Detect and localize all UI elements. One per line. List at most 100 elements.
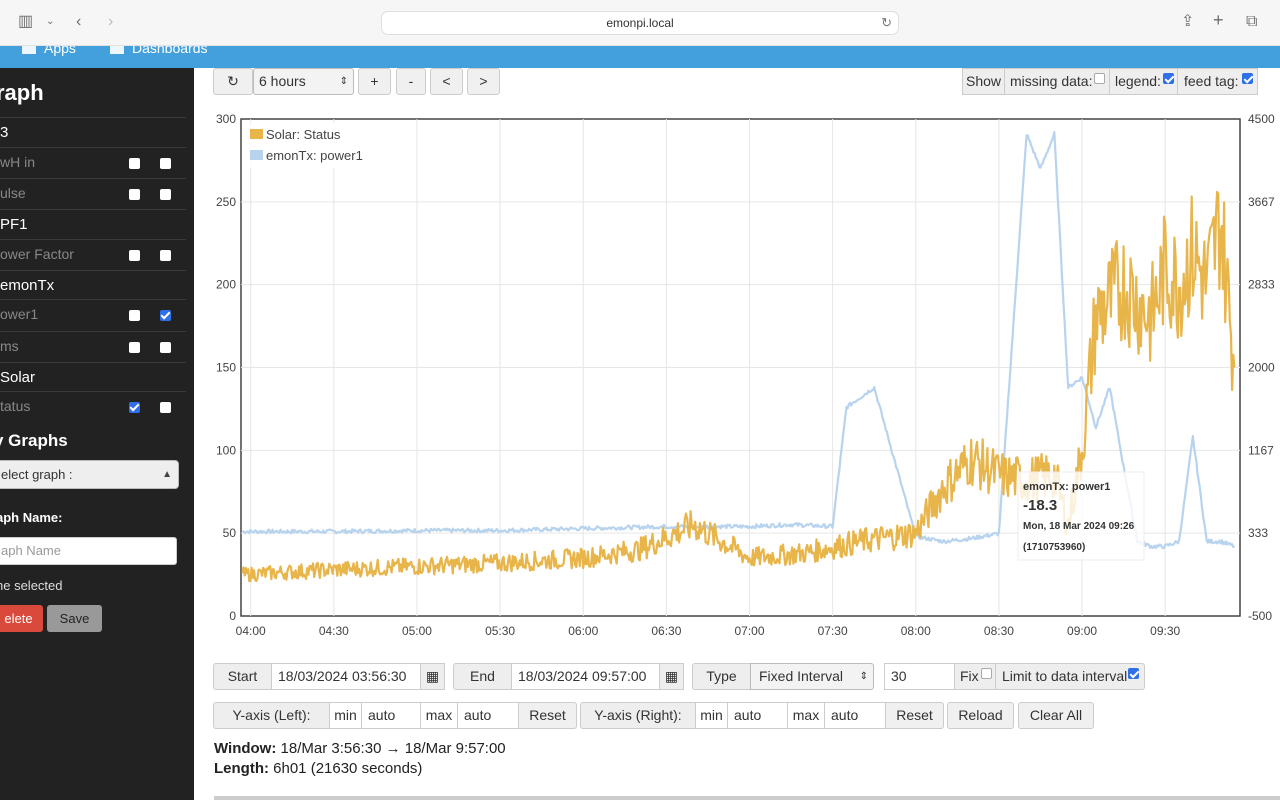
legend-checkbox[interactable] [1163, 73, 1174, 84]
left-axis-checkbox[interactable] [129, 310, 140, 321]
dashboards-icon [110, 46, 124, 54]
type-select[interactable]: Fixed Interval ⇕ [750, 663, 874, 690]
legend-swatch-solar [250, 129, 263, 139]
right-min-input[interactable]: auto [727, 702, 788, 729]
series-line-emontx-power1 [242, 131, 1235, 550]
missing-data-label: missing data: [1010, 73, 1093, 89]
share-icon[interactable]: ⇪ [1181, 13, 1195, 30]
limit-interval-toggle[interactable]: Limit to data interval [995, 663, 1145, 690]
y-left-tick-label: 0 [229, 609, 236, 623]
left-axis-checkbox[interactable] [129, 158, 140, 169]
feed-name: ulse [0, 185, 26, 201]
fix-label: Fix [960, 668, 979, 684]
pan-left-button[interactable]: < [430, 68, 463, 95]
right-axis-checkbox[interactable] [160, 158, 171, 169]
url-text: emonpi.local [606, 16, 674, 30]
x-tick-label: 04:30 [319, 624, 349, 638]
delete-button[interactable]: elete [0, 605, 43, 632]
left-axis-checkbox[interactable] [129, 402, 140, 413]
limit-interval-label: Limit to data interval [1002, 668, 1128, 684]
fix-toggle[interactable]: Fix [954, 663, 996, 690]
window-info: Window: 18/Mar 3:56:30 → 18/Mar 9:57:00 [214, 740, 506, 757]
end-calendar-button[interactable]: ▦ [659, 663, 684, 690]
y-right-tick-label: 2833 [1248, 278, 1275, 292]
missing-data-toggle[interactable]: missing data: [1004, 68, 1110, 95]
y-left-tick-label: 300 [216, 112, 236, 126]
interval-input[interactable]: 30 [884, 663, 955, 690]
right-max-label: max [787, 702, 825, 729]
sidebar: raph 3 wH in ulse PF1 ower Factor emonTx… [0, 68, 194, 800]
y-right-tick-label: 3667 [1248, 195, 1275, 209]
start-datetime-input[interactable]: 18/03/2024 03:56:30 [271, 663, 421, 690]
graph-area[interactable]: 04:00 04:30 05:00 05:30 06:00 06:30 07:00 07:30… [200, 106, 1280, 646]
time-range-value: 6 hours [259, 73, 306, 89]
time-range-select[interactable]: 6 hours ⇕ [253, 68, 354, 95]
save-button[interactable]: Save [47, 605, 102, 632]
feed-row: ower Factor [0, 239, 186, 269]
new-tab-icon[interactable]: + [1213, 10, 1224, 30]
x-tick-label: 05:30 [485, 624, 515, 638]
right-reset-button[interactable]: Reset [885, 702, 944, 729]
forward-icon[interactable]: › [108, 13, 114, 30]
right-axis-checkbox[interactable] [160, 250, 171, 261]
left-axis-checkbox[interactable] [129, 250, 140, 261]
feed-tag-checkbox[interactable] [1242, 73, 1253, 84]
y-right-tick-label: 1167 [1248, 443, 1274, 457]
left-min-input[interactable]: auto [361, 702, 421, 729]
clear-all-button[interactable]: Clear All [1018, 702, 1094, 729]
select-arrows-icon: ⇕ [339, 76, 348, 87]
graph-name-label: aph Name: [0, 510, 63, 525]
start-calendar-button[interactable]: ▦ [420, 663, 445, 690]
left-axis-checkbox[interactable] [129, 342, 140, 353]
legend-toggle[interactable]: legend: [1109, 68, 1178, 95]
y-right-tick-label: 4500 [1248, 112, 1275, 126]
end-datetime-input[interactable]: 18/03/2024 09:57:00 [511, 663, 660, 690]
left-max-label: max [420, 702, 458, 729]
refresh-button[interactable]: ↻ [213, 68, 253, 95]
group-name: PF1 [0, 216, 28, 233]
legend-swatch-power1 [250, 150, 263, 160]
tabs-overview-icon[interactable]: ⧉ [1246, 13, 1258, 30]
tooltip-box [1017, 471, 1145, 561]
right-axis-checkbox[interactable] [160, 402, 171, 413]
zoom-out-button[interactable]: - [396, 68, 426, 95]
show-label: Show [962, 68, 1005, 95]
chevron-down-icon[interactable]: ⌄ [46, 16, 55, 27]
window-label: Window: [214, 740, 277, 757]
right-axis-checkbox[interactable] [160, 310, 171, 321]
fix-checkbox[interactable] [981, 668, 992, 679]
left-reset-button[interactable]: Reset [518, 702, 577, 729]
graph-name-input[interactable]: aph Name [0, 537, 177, 565]
missing-data-checkbox[interactable] [1094, 73, 1105, 84]
sidebar-toggle-icon[interactable]: ▥ [18, 13, 34, 30]
right-axis-checkbox[interactable] [160, 342, 171, 353]
y-right-tick-label: 333 [1248, 526, 1268, 540]
group-name: emonTx [0, 277, 55, 294]
address-bar[interactable]: emonpi.local ↻ [381, 11, 899, 35]
end-label: End [453, 663, 512, 690]
graph-select[interactable]: elect graph : ▲ [0, 460, 179, 489]
feed-group-header: emonTx [0, 270, 186, 300]
tooltip-date: Mon, 18 Mar 2024 09:26 [1023, 521, 1135, 532]
feed-tag-toggle[interactable]: feed tag: [1177, 68, 1258, 95]
reload-page-icon[interactable]: ↻ [881, 15, 892, 30]
left-max-input[interactable]: auto [457, 702, 519, 729]
left-axis-checkbox[interactable] [129, 189, 140, 200]
nav-apps[interactable]: Apps [22, 46, 76, 56]
calendar-icon: ▦ [425, 668, 440, 684]
zoom-in-button[interactable]: + [358, 68, 391, 95]
pan-right-button[interactable]: > [467, 68, 500, 95]
tooltip-timestamp: (1710753960) [1023, 542, 1085, 553]
graph-svg[interactable]: 04:00 04:30 05:00 05:30 06:00 06:30 07:00 07:30… [200, 106, 1280, 646]
legend-label: legend: [1115, 73, 1161, 89]
x-tick-label: 07:30 [818, 624, 848, 638]
limit-interval-checkbox[interactable] [1128, 668, 1139, 679]
nav-dashboards[interactable]: Dashboards [110, 46, 208, 56]
back-icon[interactable]: ‹ [76, 13, 82, 30]
nav-dashboards-label: Dashboards [132, 46, 208, 56]
right-axis-checkbox[interactable] [160, 189, 171, 200]
feed-group-header: 3 [0, 117, 186, 147]
reload-button[interactable]: Reload [947, 702, 1014, 729]
right-max-input[interactable]: auto [824, 702, 886, 729]
graph-select-value: elect graph : [1, 467, 73, 482]
